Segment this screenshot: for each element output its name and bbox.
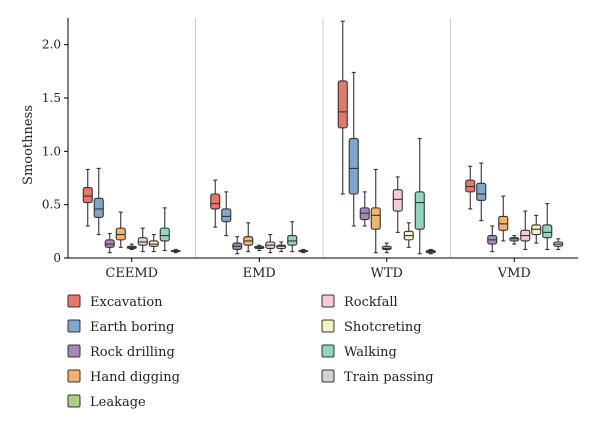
legend-label: Earth boring [90,320,174,335]
box-rock-drilling-emd [232,236,243,255]
box-walking-wtd [414,137,425,255]
box-shotcreting-ceemd [148,233,159,253]
box-leakage-emd [254,244,265,252]
legend-item: Rockfall [321,294,398,310]
y-tick-label: 1.5 [42,91,61,105]
box-hand-digging-vmd [498,195,509,242]
box [348,137,359,195]
x-tick-label: VMD [497,266,531,281]
box-hand-digging-emd [243,222,254,253]
box-earth-boring-vmd [476,162,487,222]
legend: Excavation Earth boring Rock drilling Hand … [67,294,434,410]
box [93,197,104,219]
legend-swatch [67,344,81,358]
legend-swatch [67,369,81,383]
box-rockfall-ceemd [137,227,148,253]
box-rock-drilling-vmd [487,225,498,253]
box-shotcreting-wtd [403,222,414,248]
legend-item: Hand digging [67,369,180,385]
legend-item: Rock drilling [67,344,175,360]
box [542,224,553,239]
legend-item: Earth boring [67,319,174,335]
legend-label: Shotcreting [344,320,422,335]
legend-swatch [321,369,335,383]
box [221,208,232,223]
legend-item: Train passing [321,369,434,385]
legend-swatch [321,294,335,308]
legend-label: Rock drilling [90,345,175,360]
box-train-passing-wtd [425,248,436,255]
box-leakage-wtd [381,242,392,254]
legend-label: Excavation [90,295,163,310]
box-shotcreting-emd [276,241,287,253]
legend-item: Excavation [67,294,163,310]
box-train-passing-vmd [553,238,564,251]
box-train-passing-ceemd [170,248,181,254]
box-hand-digging-wtd [370,168,381,254]
box [476,182,487,201]
box-leakage-vmd [509,235,520,245]
box-earth-boring-wtd [348,71,359,227]
legend-item: Shotcreting [321,319,422,335]
legend-label: Hand digging [90,370,180,385]
legend-swatch [321,344,335,358]
box-leakage-ceemd [126,243,137,251]
legend-swatch [67,294,81,308]
legend-label: Leakage [90,395,146,410]
legend-label: Train passing [344,370,434,385]
box [159,227,170,242]
box-shotcreting-vmd [531,214,542,244]
box-hand-digging-ceemd [115,211,126,248]
box [414,191,425,230]
legend-label: Rockfall [344,295,398,310]
y-tick-label: 1.0 [42,144,61,158]
box-rock-drilling-wtd [359,191,370,227]
legend-label: Walking [344,345,397,360]
box-excavation-ceemd [82,168,93,227]
x-tick-label: CEEMD [105,266,158,281]
legend-swatch [67,319,81,333]
legend-swatch [321,319,335,333]
box-walking-emd [287,221,298,253]
legend-item: Walking [321,344,397,360]
box [337,80,348,129]
axes: 0 0.5 1.0 1.5 2.0 CEEMD EMD WTD VMD [42,18,578,281]
legend-swatch [67,394,81,408]
box [370,207,381,230]
y-tick-label: 2.0 [42,38,61,52]
x-tick-label: EMD [243,266,276,281]
box-walking-ceemd [159,207,170,252]
box-excavation-vmd [465,165,476,210]
box [210,193,221,210]
box-plots [82,20,564,255]
box-rock-drilling-ceemd [104,232,115,254]
y-tick-label: 0 [53,251,61,265]
x-tick-label: WTD [371,266,403,281]
box-earth-boring-emd [221,191,232,237]
box-excavation-emd [210,179,221,228]
box-walking-vmd [542,203,553,251]
box-rockfall-vmd [520,210,531,251]
box [82,187,93,204]
box-train-passing-emd [298,248,309,254]
group-dividers [195,18,451,258]
y-axis-label: Smoothness [21,105,36,185]
box-rockfall-emd [265,233,276,254]
legend-item: Leakage [67,394,146,410]
box-rockfall-wtd [392,176,403,233]
box-excavation-wtd [337,20,348,195]
box [392,189,403,212]
y-tick-label: 0.5 [42,198,61,212]
box-earth-boring-ceemd [93,167,104,236]
